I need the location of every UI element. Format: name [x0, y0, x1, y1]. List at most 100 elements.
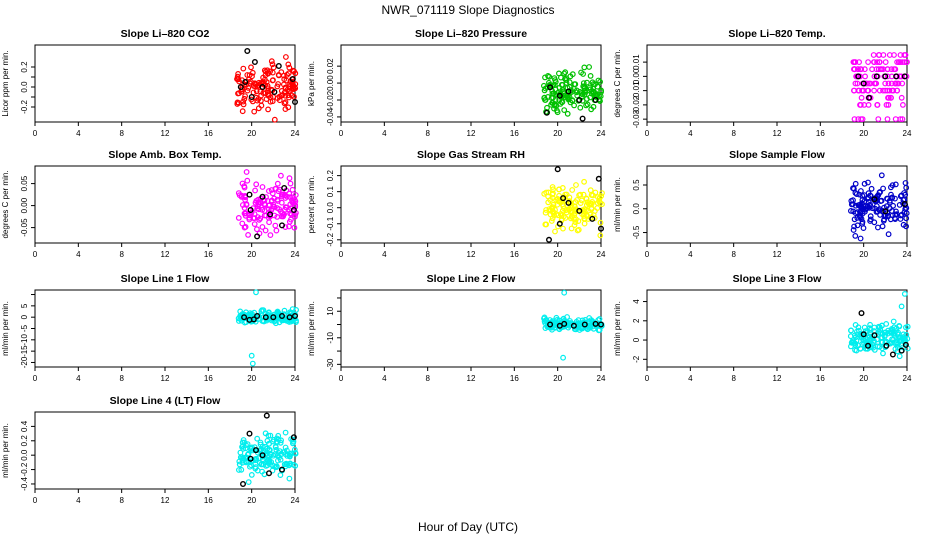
flagged-point	[239, 481, 246, 488]
data-point	[290, 194, 297, 201]
flagged-point	[855, 73, 862, 80]
data-point	[891, 324, 898, 331]
data-point	[277, 472, 284, 479]
y-tick-label: 4	[632, 299, 641, 304]
panel-title: Slope Line 1 Flow	[121, 273, 211, 285]
x-tick-label: 4	[76, 374, 81, 383]
data-point	[885, 231, 892, 238]
data-point	[251, 80, 258, 87]
flagged-point	[543, 109, 550, 116]
flagged-point	[254, 313, 261, 320]
data-point	[266, 441, 272, 447]
x-tick-label: 0	[33, 496, 38, 505]
data-point	[852, 232, 859, 239]
data-point	[248, 96, 255, 103]
x-tick-label: 20	[859, 250, 868, 259]
flagged-point	[244, 48, 251, 55]
data-point	[583, 207, 589, 214]
data-point	[577, 104, 584, 111]
x-tick-label: 12	[161, 374, 170, 383]
data-point	[903, 184, 910, 191]
data-point	[274, 452, 281, 459]
data-point	[857, 101, 864, 108]
data-point	[590, 85, 596, 92]
data-point	[590, 192, 596, 199]
x-tick-label: 8	[119, 129, 124, 138]
data-point	[272, 222, 279, 229]
flagged-point	[579, 115, 586, 122]
data-point	[903, 215, 910, 222]
data-point	[270, 203, 277, 210]
data-point	[545, 72, 551, 79]
data-point	[850, 227, 857, 233]
data-point	[241, 95, 248, 102]
x-tick-label: 16	[816, 250, 825, 259]
data-point	[878, 172, 885, 179]
flagged-point	[259, 83, 266, 90]
x-tick-label: 16	[204, 129, 213, 138]
flagged-point	[598, 321, 605, 328]
data-point	[848, 197, 855, 204]
data-point	[576, 192, 582, 199]
data-point	[238, 466, 245, 473]
data-point	[897, 52, 904, 58]
data-point	[277, 439, 284, 446]
data-point	[879, 339, 886, 346]
flagged-point	[251, 59, 258, 66]
panel-title: Slope Line 3 Flow	[733, 273, 823, 285]
data-point	[248, 64, 254, 71]
data-point	[871, 324, 878, 331]
panel-ylabel: ml/min per min.	[307, 301, 316, 356]
data-point	[561, 70, 567, 77]
data-point	[286, 223, 292, 230]
data-point	[267, 432, 274, 439]
data-point	[853, 73, 859, 80]
flagged-point	[595, 175, 602, 182]
data-point	[542, 74, 548, 81]
data-point	[878, 66, 885, 73]
data-point	[270, 438, 276, 445]
data-point	[573, 216, 579, 223]
data-point	[892, 66, 899, 73]
data-point	[254, 97, 261, 104]
panel-title: Slope Li–820 Temp.	[728, 28, 825, 40]
x-tick-label: 8	[119, 496, 124, 505]
data-point	[899, 80, 906, 87]
data-point	[285, 70, 292, 77]
data-point	[246, 214, 253, 221]
data-point	[859, 116, 866, 122]
x-tick-label: 4	[688, 129, 693, 138]
data-point	[262, 430, 269, 437]
data-point	[235, 467, 242, 473]
data-point	[873, 203, 880, 210]
data-point	[543, 221, 550, 228]
data-point	[552, 77, 558, 83]
flagged-point	[546, 236, 553, 243]
data-point	[884, 116, 891, 122]
data-point	[257, 215, 264, 222]
data-point	[874, 336, 880, 343]
data-point	[852, 180, 859, 187]
flagged-point	[254, 233, 261, 240]
data-point	[901, 291, 908, 297]
flagged-point	[242, 78, 249, 85]
y-tick-label: -0.5	[632, 225, 641, 239]
data-point	[555, 212, 562, 219]
data-point	[564, 314, 570, 320]
data-point	[581, 220, 588, 227]
flagged-point	[882, 73, 889, 80]
data-point	[286, 64, 293, 71]
x-tick-label: 24	[291, 496, 300, 505]
data-point	[580, 80, 587, 86]
data-point	[888, 80, 895, 87]
data-point	[890, 337, 896, 343]
data-point	[240, 437, 247, 443]
data-point	[898, 192, 905, 199]
x-tick-label: 8	[425, 129, 430, 138]
data-point	[879, 208, 885, 215]
flagged-point	[247, 206, 254, 213]
data-point	[279, 191, 285, 198]
data-point	[885, 327, 891, 334]
flagged-point	[259, 193, 266, 200]
chart-panel: Slope Line 3 Flow ml/min per min. 0 4 8 12 16 2…	[613, 273, 912, 383]
